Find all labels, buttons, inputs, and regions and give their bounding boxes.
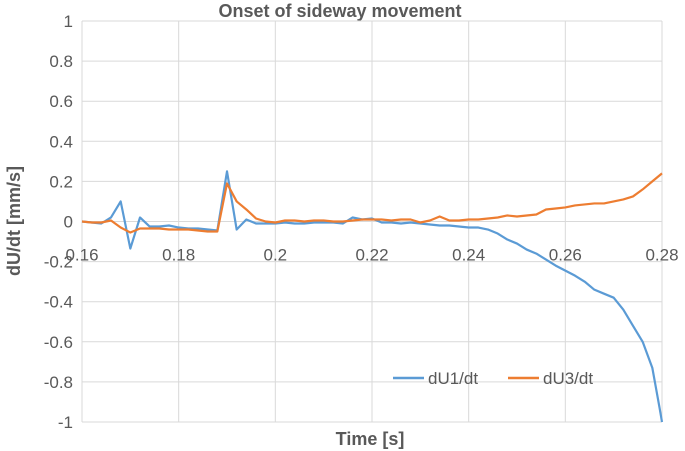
x-tick-label: 0.28	[645, 246, 678, 265]
y-tick-label: 0.4	[49, 132, 73, 151]
y-tick-label: 0.6	[49, 92, 73, 111]
series-lines	[81, 170, 664, 423]
y-tick-label: 0.2	[49, 172, 73, 191]
y-tick-label: -0.4	[44, 293, 73, 312]
x-tick-label: 0.22	[355, 246, 388, 265]
y-tick-label: -0.2	[44, 253, 73, 272]
series-line-du3-dt	[81, 172, 663, 234]
y-tick-label: 1	[64, 12, 73, 31]
x-tick-label: 0.26	[549, 246, 582, 265]
legend-label-du1: dU1/dt	[428, 369, 478, 388]
x-tick-label: 0.16	[65, 246, 98, 265]
y-tick-label: -0.6	[44, 333, 73, 352]
legend-label-du3: dU3/dt	[543, 369, 593, 388]
x-axis-ticks: 0.16 0.18 0.2 0.22 0.24 0.26 0.28	[65, 246, 678, 265]
y-tick-label: 0	[64, 213, 73, 232]
y-tick-label: -1	[58, 413, 73, 432]
y-tick-label: -0.8	[44, 373, 73, 392]
chart-title: Onset of sideway movement	[218, 1, 461, 21]
gridlines	[81, 20, 663, 423]
y-axis-title: dU/dt [mm/s]	[4, 166, 24, 276]
x-tick-label: 0.18	[162, 246, 195, 265]
y-tick-label: 0.8	[49, 52, 73, 71]
x-tick-label: 0.24	[452, 246, 485, 265]
x-tick-label: 0.2	[264, 246, 288, 265]
legend: dU1/dt dU3/dt	[393, 369, 593, 388]
y-axis-ticks: 1 0.8 0.6 0.4 0.2 0 -0.2 -0.4 -0.6 -0.8 -1	[44, 12, 73, 432]
x-axis-title: Time [s]	[336, 429, 405, 449]
